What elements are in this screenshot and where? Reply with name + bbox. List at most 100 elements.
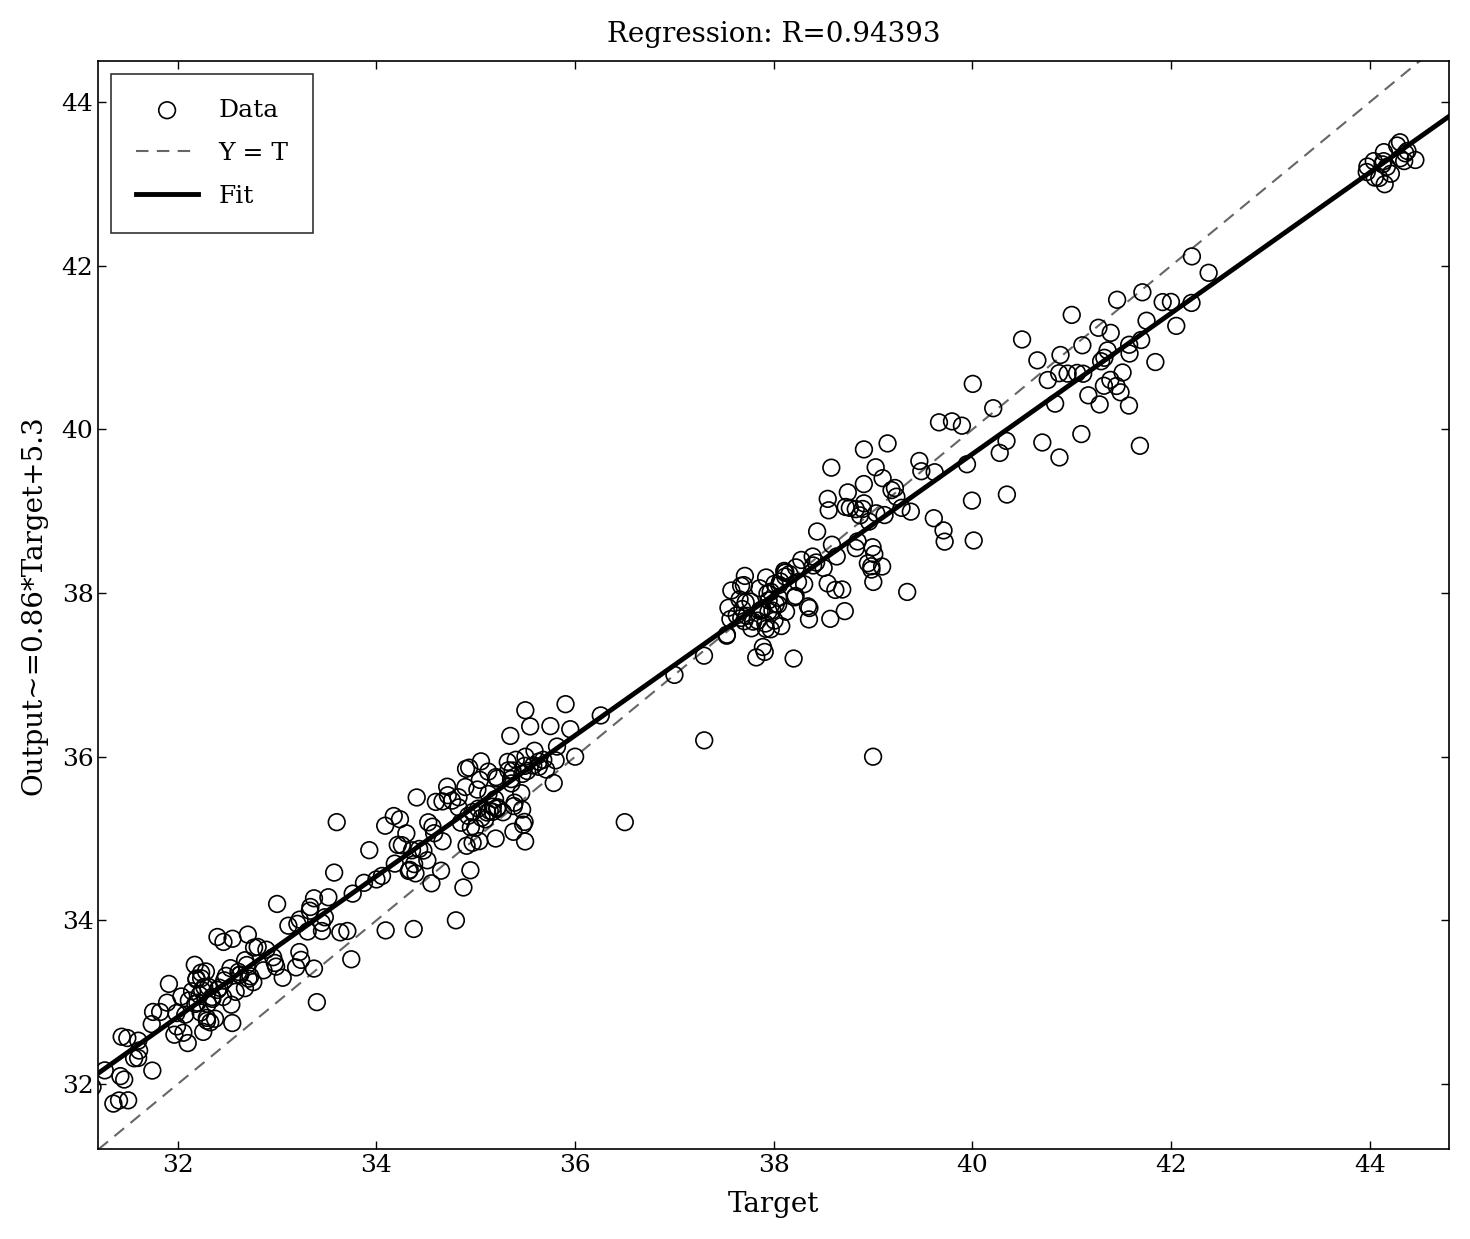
Data (298, 901, 322, 921)
Data (516, 761, 539, 781)
Data (1111, 363, 1135, 383)
Y-axis label: Output~=0.86*Target+5.3: Output~=0.86*Target+5.3 (21, 415, 49, 795)
Data (288, 909, 312, 929)
Data (243, 938, 266, 958)
Data (760, 601, 784, 621)
Data (1095, 341, 1119, 361)
Data (801, 546, 825, 566)
Data (444, 911, 467, 930)
Data (237, 969, 260, 989)
Data (775, 602, 798, 622)
Data (1070, 336, 1094, 356)
Data (340, 949, 363, 969)
Data (545, 737, 569, 757)
Data (185, 970, 209, 990)
Data (513, 812, 537, 831)
Data (816, 489, 839, 509)
Data (928, 413, 951, 432)
Data (441, 790, 465, 810)
Data (995, 484, 1019, 504)
Data (1164, 316, 1188, 336)
Data (748, 601, 772, 621)
Data (310, 913, 334, 933)
Data (476, 762, 500, 782)
Data (1047, 363, 1070, 383)
Data (165, 1004, 188, 1023)
Data (1130, 282, 1154, 302)
Data (500, 773, 523, 793)
Data (128, 1041, 151, 1061)
Title: Regression: R=0.94393: Regression: R=0.94393 (607, 21, 941, 48)
Data (112, 1069, 135, 1089)
Data (184, 994, 207, 1014)
Data (819, 608, 842, 628)
Data (491, 803, 514, 823)
Data (206, 927, 229, 947)
Data (193, 978, 216, 997)
Data (750, 601, 773, 621)
Data (732, 611, 756, 631)
Data (463, 818, 487, 838)
Data (476, 784, 500, 804)
Data (310, 921, 334, 940)
Data (81, 1077, 104, 1097)
Data (284, 958, 307, 978)
Data (1100, 323, 1123, 343)
Data (316, 887, 340, 907)
Data (447, 787, 470, 807)
Data (728, 590, 751, 610)
Data (451, 877, 475, 897)
Data (116, 1090, 140, 1110)
Data (466, 779, 490, 799)
Data (870, 468, 894, 488)
Data (1385, 135, 1408, 155)
Data (820, 457, 844, 477)
Data (933, 532, 957, 551)
Data (956, 455, 979, 475)
Data (454, 777, 478, 797)
Data (729, 608, 753, 628)
Data (907, 451, 931, 471)
Data (156, 992, 179, 1012)
Data (1036, 370, 1060, 390)
Data (532, 750, 556, 769)
Data (290, 950, 313, 970)
Data (197, 976, 220, 996)
Data (748, 579, 772, 598)
Data (460, 802, 484, 821)
Data (513, 747, 537, 767)
Data (769, 571, 792, 591)
Data (806, 522, 829, 541)
Data (373, 921, 397, 940)
Data (126, 1048, 150, 1068)
Data (400, 840, 423, 860)
Data (950, 416, 973, 436)
Data (759, 620, 782, 639)
Data (394, 824, 417, 844)
Data (241, 973, 265, 992)
Data (459, 860, 482, 880)
Data (484, 767, 507, 787)
Data (833, 497, 857, 517)
Data (754, 613, 778, 633)
Data (883, 478, 907, 498)
Data (1072, 364, 1095, 384)
Data (1010, 330, 1033, 349)
Data (1355, 156, 1379, 176)
Data (741, 612, 764, 632)
Data (910, 461, 933, 481)
Data (459, 818, 482, 838)
Data (1108, 383, 1132, 403)
Data (1105, 377, 1129, 396)
Data (206, 980, 229, 1000)
Data (773, 563, 797, 582)
Data (165, 1016, 188, 1036)
Data (961, 530, 985, 550)
Data (484, 829, 507, 849)
Data (200, 987, 223, 1007)
Data (423, 792, 447, 812)
Data (1355, 162, 1379, 182)
Data (751, 637, 775, 657)
Data (823, 580, 847, 600)
Data (295, 922, 319, 942)
